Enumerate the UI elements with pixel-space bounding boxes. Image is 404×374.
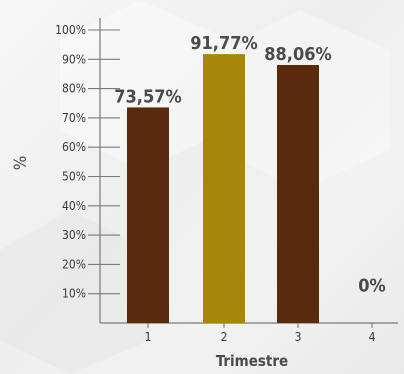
x-tick-label: 1	[145, 330, 152, 344]
y-tick-label: 40%	[62, 199, 86, 213]
data-label: 73,57%	[114, 86, 181, 107]
x-tick-label: 4	[369, 330, 376, 344]
x-axis: 1 2 3 4	[100, 322, 398, 344]
y-tick-label: 70%	[62, 111, 86, 125]
y-tick-label: 60%	[62, 140, 86, 154]
data-label: 0%	[358, 276, 386, 297]
data-label: 88,06%	[264, 44, 331, 65]
y-axis-title: %	[11, 156, 31, 171]
bar	[277, 64, 319, 324]
x-tick-label: 3	[295, 330, 302, 344]
y-tick-label: 30%	[62, 228, 86, 242]
y-tick-label: 80%	[62, 82, 86, 96]
x-axis-title: Trimestre	[216, 352, 288, 370]
data-label: 91,77%	[190, 33, 257, 54]
data-labels: 73,57% 91,77% 88,06% 0%	[114, 33, 385, 297]
y-tick-label: 100%	[55, 23, 86, 37]
y-tick-label: 90%	[62, 52, 86, 66]
bars	[127, 54, 319, 324]
y-tick-label: 10%	[62, 287, 86, 301]
x-tick-label: 2	[221, 330, 228, 344]
bar	[127, 107, 169, 323]
y-tick-label: 50%	[62, 170, 86, 184]
y-axis: 10% 20% 30% 40% 50% 60% 70% 80% 90% 100%	[55, 18, 120, 323]
y-tick-label: 20%	[62, 257, 86, 271]
bar	[203, 54, 245, 324]
